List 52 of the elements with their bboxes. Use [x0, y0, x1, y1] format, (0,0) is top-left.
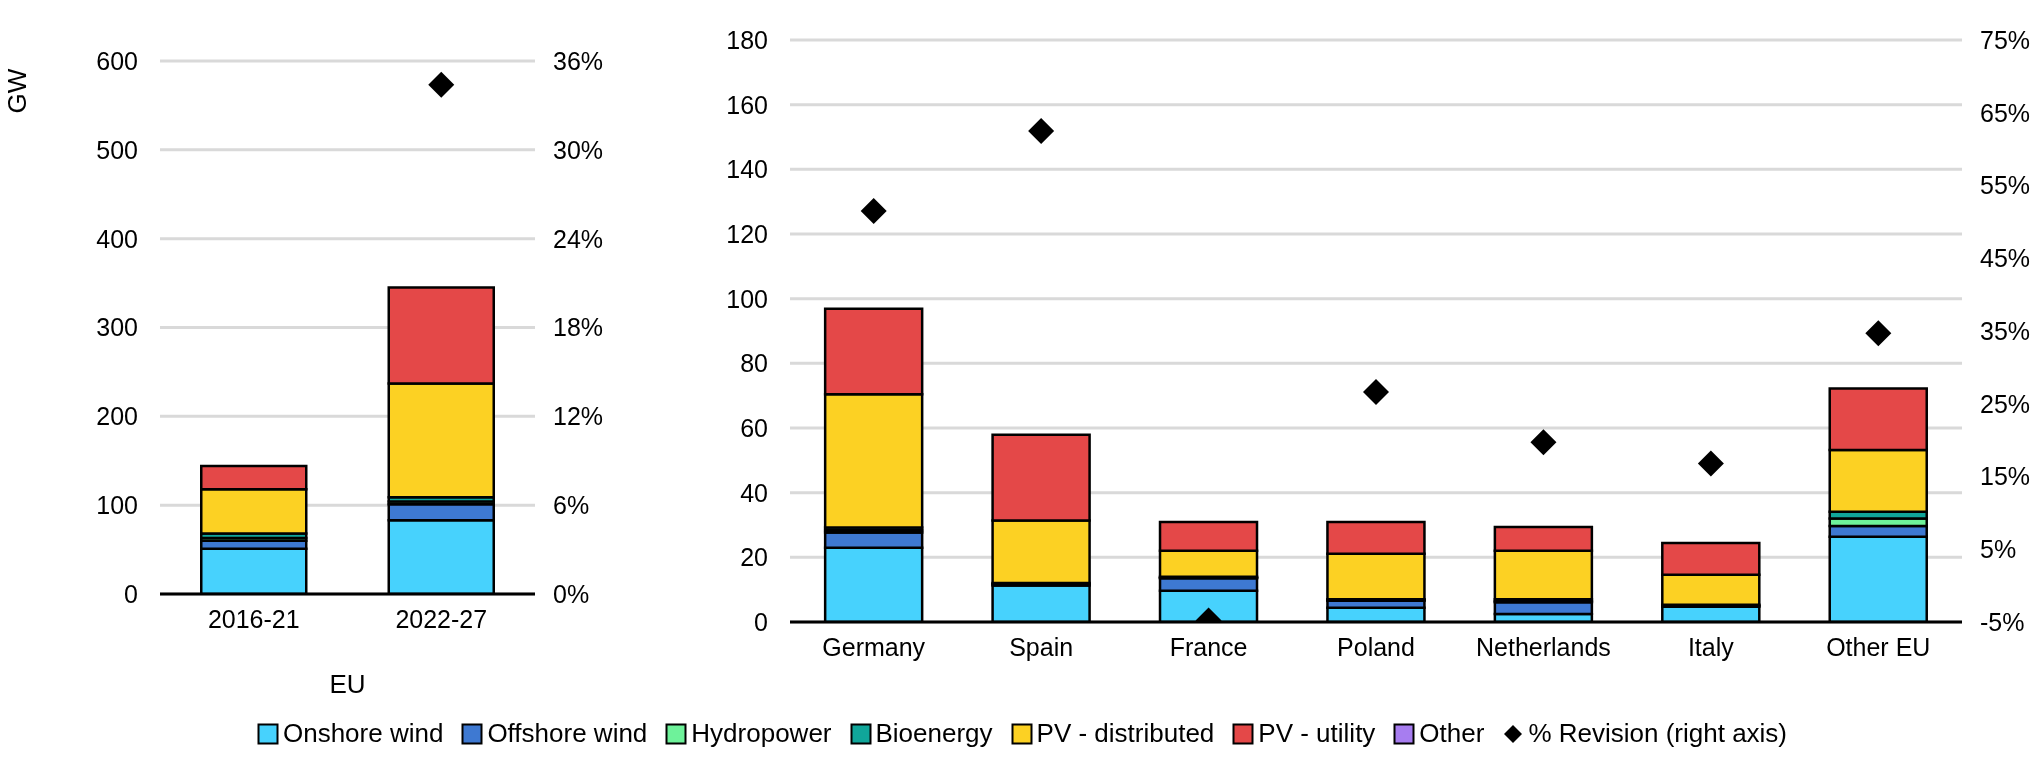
legend-label: % Revision (right axis)	[1528, 718, 1788, 749]
y2-tick-label: 35%	[1980, 316, 2031, 345]
y-axis-title: GW	[2, 68, 32, 114]
y-tick-label: 200	[96, 402, 138, 431]
y-tick-label: 600	[96, 46, 138, 75]
y-tick-label: 500	[96, 135, 138, 164]
legend-label: Onshore wind	[282, 718, 444, 749]
x-tick-label: 2016-21	[207, 604, 300, 633]
legend-label: Other	[1419, 718, 1485, 749]
y2-tick-label: -5%	[1980, 607, 2025, 636]
y-tick-label: 40	[740, 478, 768, 507]
y2-tick-label: 24%	[553, 224, 604, 253]
y-tick-label: 0	[754, 607, 768, 636]
y-tick-label: 140	[726, 155, 768, 184]
y2-tick-label: 18%	[553, 313, 604, 342]
y-tick-label: 100	[726, 284, 768, 313]
legend-label: PV - utility	[1258, 718, 1376, 749]
y2-tick-label: 5%	[1980, 535, 2017, 564]
x-tick-label: Other EU	[1826, 632, 1931, 661]
y2-tick-label: 25%	[1980, 389, 2031, 418]
y-tick-label: 60	[740, 413, 768, 442]
x-tick-label: France	[1169, 632, 1248, 661]
y-tick-label: 180	[726, 25, 768, 54]
legend-label: Offshore wind	[487, 718, 648, 749]
y-tick-label: 0	[124, 579, 138, 608]
x-tick-label: Poland	[1337, 632, 1415, 661]
y2-tick-label: 15%	[1980, 462, 2031, 491]
x-tick-label: Germany	[822, 632, 926, 661]
y2-tick-label: 36%	[553, 46, 604, 75]
y-tick-label: 300	[96, 313, 138, 342]
y2-tick-label: 75%	[1980, 25, 2031, 54]
x-axis-title: EU	[329, 669, 366, 699]
y2-tick-label: 45%	[1980, 244, 2031, 273]
y-tick-label: 80	[740, 349, 768, 378]
y2-tick-label: 30%	[553, 135, 604, 164]
legend-label: Bioenergy	[875, 718, 993, 749]
y-tick-label: 400	[96, 224, 138, 253]
y2-tick-label: 55%	[1980, 171, 2031, 200]
y2-tick-label: 12%	[553, 402, 604, 431]
legend-label: PV - distributed	[1036, 718, 1215, 749]
x-tick-label: Italy	[1687, 632, 1735, 661]
y-tick-label: 100	[96, 491, 138, 520]
x-tick-label: Spain	[1009, 632, 1074, 661]
x-tick-label: Netherlands	[1476, 632, 1611, 661]
legend-label: Hydropower	[691, 718, 832, 749]
y-tick-label: 20	[740, 543, 768, 572]
y2-tick-label: 0%	[553, 579, 590, 608]
x-tick-label: 2022-27	[395, 604, 488, 633]
y2-tick-label: 65%	[1980, 98, 2031, 127]
y2-tick-label: 6%	[553, 491, 590, 520]
y-tick-label: 120	[726, 219, 768, 248]
y-tick-label: 160	[726, 90, 768, 119]
